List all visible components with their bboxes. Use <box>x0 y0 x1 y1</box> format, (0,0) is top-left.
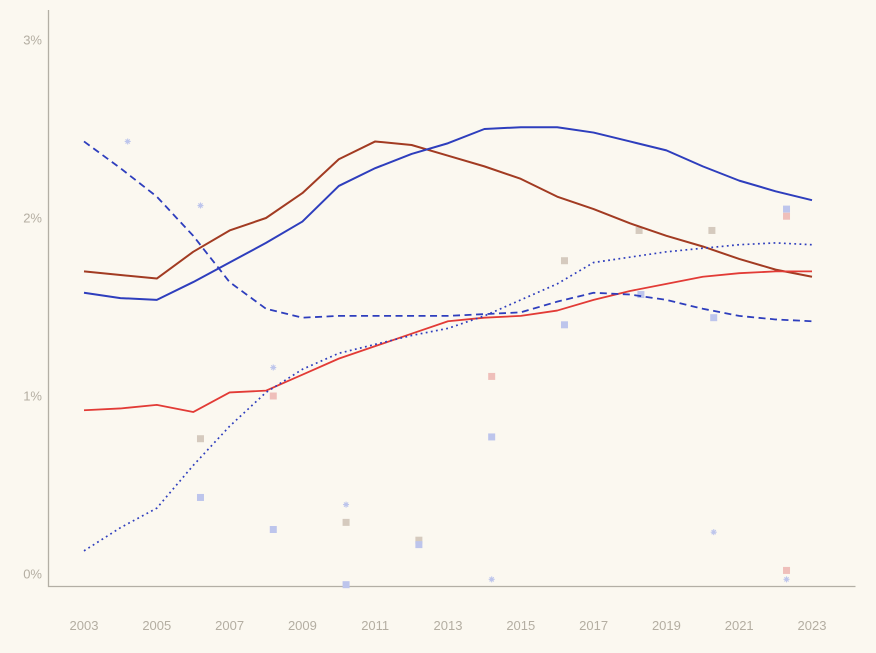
x-tick-label: 2005 <box>142 618 171 633</box>
series-dark-red-solid <box>83 140 813 280</box>
y-tick-label: 0% <box>23 567 42 582</box>
scatter-asterisk-marker <box>270 364 277 371</box>
scatter-square-marker <box>635 226 643 234</box>
y-tick-label: 3% <box>23 33 42 48</box>
x-tick-label: 2023 <box>798 618 827 633</box>
scatter-square-marker <box>783 212 791 220</box>
scatter-square-marker <box>783 566 791 574</box>
x-tick-label: 2011 <box>361 618 389 633</box>
scatter-square-marker <box>560 321 568 329</box>
x-tick-label: 2007 <box>215 618 244 633</box>
series-blue-dashed <box>83 140 813 323</box>
scatter-square-marker <box>488 372 496 380</box>
scatter-square-marker <box>415 541 423 549</box>
scatter-square-marker <box>560 257 568 265</box>
scatter-square-marker <box>708 226 716 234</box>
scatter-asterisk-marker <box>197 202 204 209</box>
x-tick-label: 2021 <box>725 618 754 633</box>
scatter-asterisk-marker <box>343 501 350 508</box>
series-red-solid <box>83 270 812 413</box>
scatter-square-marker <box>342 518 350 526</box>
scatter-square-marker <box>269 526 277 533</box>
x-tick-label: 2019 <box>652 618 681 633</box>
y-tick-label: 1% <box>23 389 42 404</box>
axis-lines <box>47 10 856 588</box>
scatter-asterisk-marker <box>124 138 131 145</box>
x-tick-label: 2003 <box>70 618 99 633</box>
scatter-asterisk-marker <box>710 529 717 536</box>
scatter-square-marker <box>415 536 423 544</box>
scatter-square-marker <box>783 205 791 213</box>
series-blue-solid <box>83 126 813 301</box>
x-tick-label: 2009 <box>288 618 317 633</box>
scatter-square-marker <box>488 433 496 441</box>
scatter-asterisk-marker <box>488 576 495 583</box>
scatter-square-marker <box>196 493 204 501</box>
x-tick-label: 2015 <box>506 618 535 633</box>
y-tick-label: 2% <box>23 211 42 226</box>
scatter-square-marker <box>637 291 645 299</box>
series-blue-dotted <box>83 242 813 552</box>
scatter-square-marker <box>710 314 718 322</box>
scatter-asterisk-marker <box>783 576 790 583</box>
scatter-square-marker <box>269 392 277 400</box>
scatter-square-marker <box>342 581 350 589</box>
scatter-square-marker <box>196 435 204 443</box>
x-tick-label: 2017 <box>579 618 608 633</box>
x-tick-label: 2013 <box>434 618 463 633</box>
